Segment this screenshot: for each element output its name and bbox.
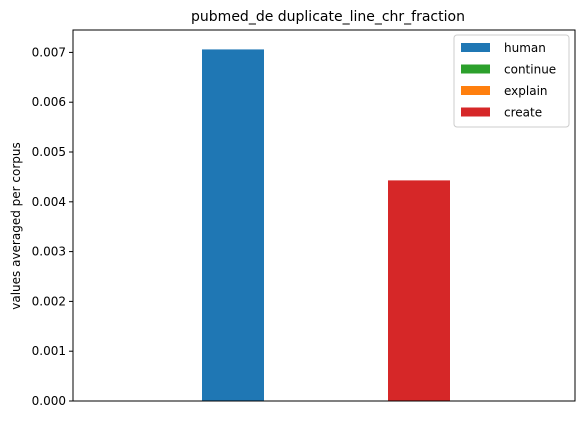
legend-box bbox=[453, 34, 570, 128]
legend-label-explain: explain bbox=[504, 84, 548, 98]
y-tick-label: 0.003 bbox=[32, 245, 66, 259]
axes-layer bbox=[72, 29, 576, 402]
legend-label-continue: continue bbox=[504, 63, 556, 77]
y-tick-label: 0.002 bbox=[32, 294, 66, 308]
legend-swatch-explain bbox=[461, 86, 490, 95]
y-tick-label: 0.007 bbox=[32, 45, 66, 59]
legend-label-human: human bbox=[504, 41, 546, 55]
chart-title: pubmed_de duplicate_line_chr_fraction bbox=[191, 9, 465, 25]
bars-layer bbox=[202, 49, 450, 402]
y-tick-label: 0.000 bbox=[32, 394, 66, 408]
legend: human continue explain create bbox=[453, 34, 570, 128]
legend-label-create: create bbox=[504, 106, 542, 120]
bar-create bbox=[388, 180, 450, 401]
y-tick-label: 0.005 bbox=[32, 145, 66, 159]
legend-swatch-continue bbox=[461, 64, 490, 74]
axes-frame bbox=[72, 29, 576, 402]
y-tick-label: 0.004 bbox=[32, 195, 66, 209]
y-axis-label: values averaged per corpus bbox=[9, 142, 23, 310]
y-tick-label: 0.006 bbox=[32, 95, 66, 109]
legend-swatch-create bbox=[461, 107, 490, 117]
y-tick-label: 0.001 bbox=[32, 344, 66, 358]
bar-human bbox=[202, 49, 264, 402]
y-ticks: 0.000 0.001 0.002 0.003 0.004 0.005 0.006 0.007 bbox=[32, 45, 73, 408]
legend-swatch-human bbox=[461, 43, 490, 52]
